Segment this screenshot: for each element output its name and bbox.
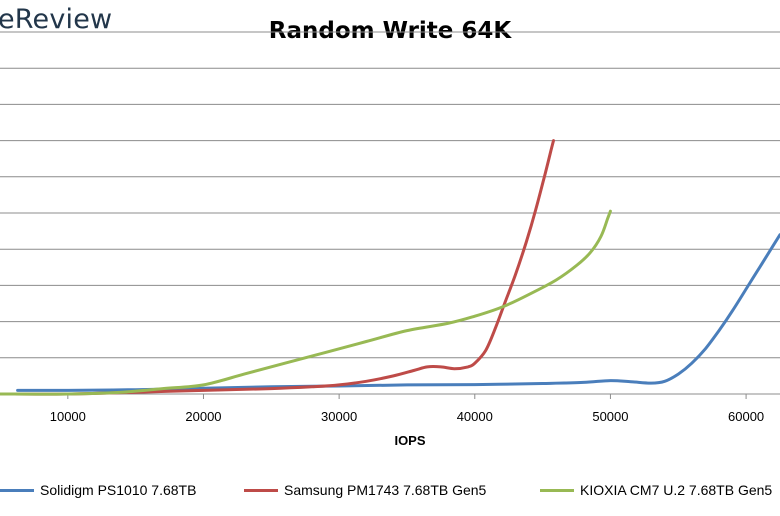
legend-label-kioxia: KIOXIA CM7 U.2 7.68TB Gen5 — [580, 482, 773, 498]
legend: Solidigm PS1010 7.68TB Samsung PM1743 7.… — [0, 479, 780, 501]
x-tick-label: 50000 — [592, 409, 628, 424]
x-tick-label: 40000 — [457, 409, 493, 424]
legend-label-solidigm: Solidigm PS1010 7.68TB — [40, 482, 197, 498]
x-axis-label: IOPS — [394, 433, 426, 448]
x-tick-label: 60000 — [728, 409, 764, 424]
x-tick-labels: 10000 20000 30000 40000 50000 60000 — [50, 409, 764, 424]
gridlines — [0, 31, 780, 359]
x-tick-label: 30000 — [321, 409, 357, 424]
legend-swatch-kioxia — [540, 488, 574, 492]
series-line-kioxia — [0, 209, 612, 396]
legend-swatch-samsung — [244, 488, 278, 492]
watermark-logo: eReview — [0, 4, 113, 35]
legend-swatch-solidigm — [0, 488, 34, 492]
x-tick-label: 10000 — [50, 409, 86, 424]
legend-item-kioxia: KIOXIA CM7 U.2 7.68TB Gen5 — [540, 479, 772, 501]
series-line-samsung — [0, 139, 555, 396]
series-line-solidigm — [16, 233, 780, 392]
legend-item-solidigm: Solidigm PS1010 7.68TB — [0, 479, 196, 501]
legend-label-samsung: Samsung PM1743 7.68TB Gen5 — [284, 482, 487, 498]
series-lines — [0, 139, 780, 396]
legend-item-samsung: Samsung PM1743 7.68TB Gen5 — [244, 479, 486, 501]
x-tick-label: 20000 — [185, 409, 221, 424]
chart-title: Random Write 64K — [268, 18, 512, 44]
x-axis — [0, 393, 780, 399]
